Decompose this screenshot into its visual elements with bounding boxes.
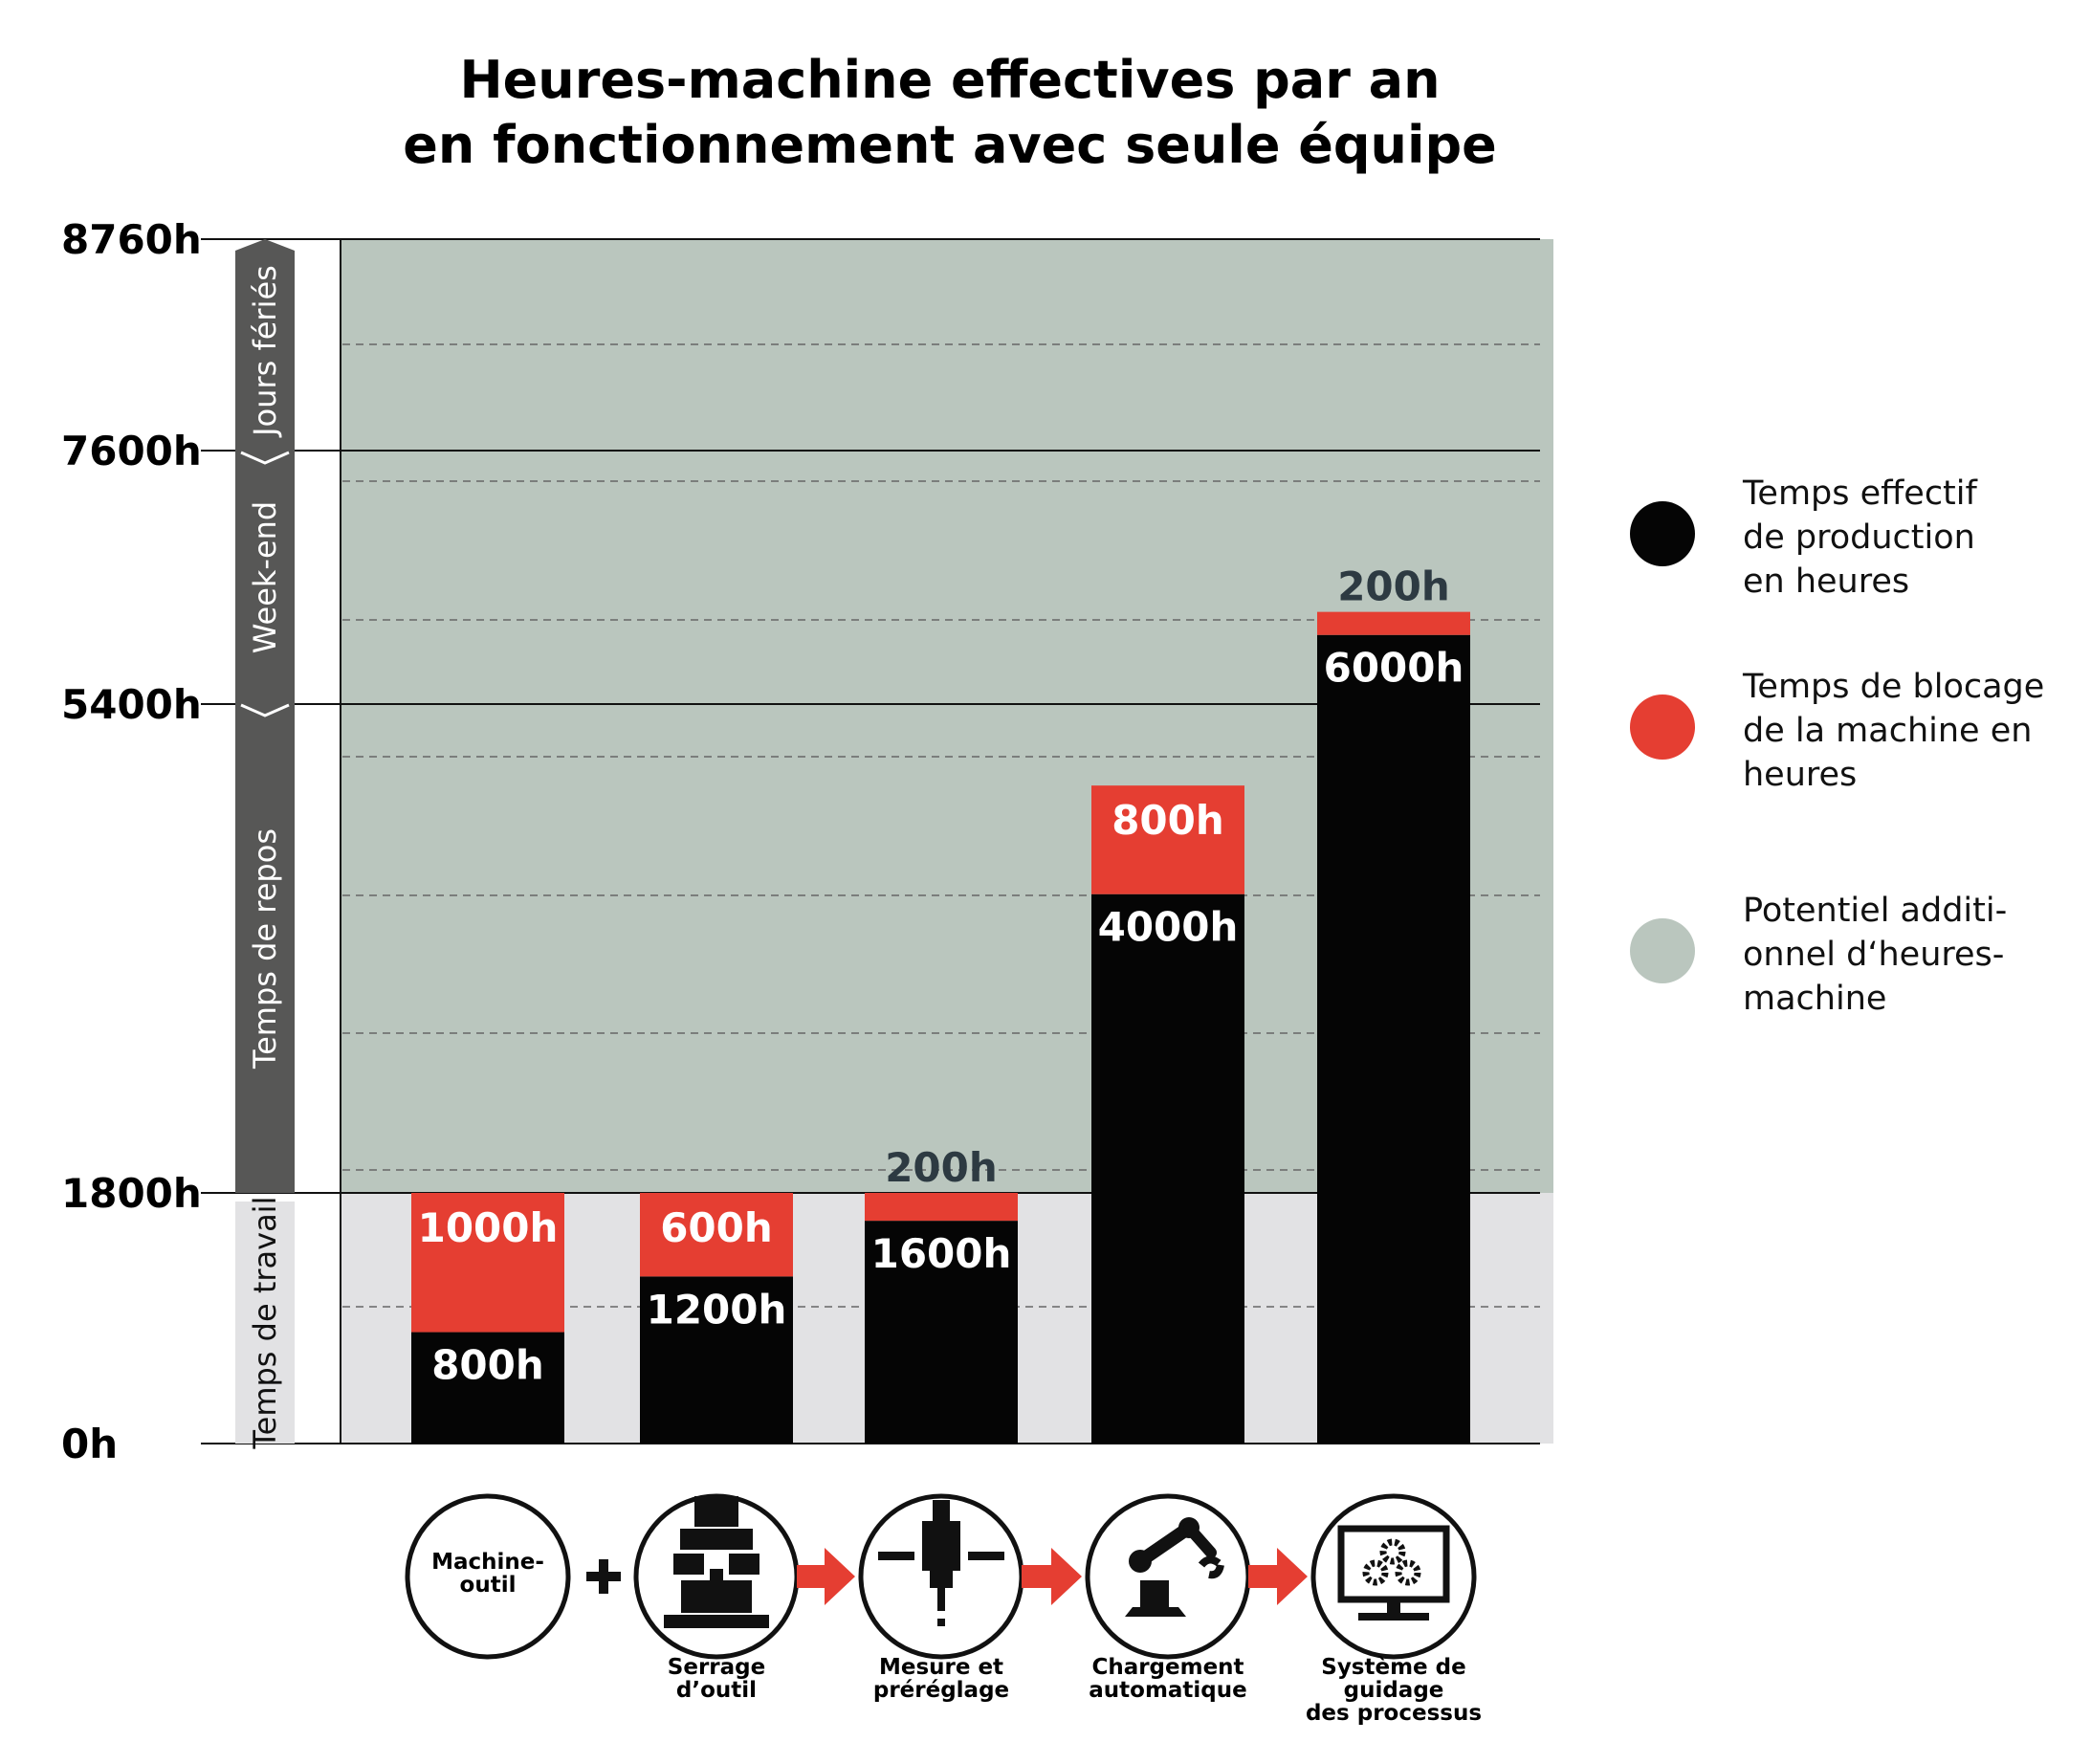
bar-blocking <box>865 1193 1018 1222</box>
step-label-robot-loading-line-2: automatique <box>1089 1678 1247 1703</box>
step-label-robot-loading-line-1: Chargement <box>1091 1655 1244 1680</box>
step-label-process-guidance-line-3: des processus <box>1306 1701 1482 1726</box>
bar-blocking <box>1091 785 1244 894</box>
legend-label: onnel d‘heures- <box>1743 936 2004 974</box>
bar-blocking <box>640 1193 793 1277</box>
step-label-tool-measuring-line-1: Mesure et <box>879 1655 1003 1680</box>
legend-marker <box>1630 695 1695 760</box>
legend-label: Temps de blocage <box>1742 668 2044 706</box>
monitor-gears-icon <box>1337 1525 1450 1621</box>
arrow-right-icon <box>1248 1548 1308 1605</box>
step-label-tool-measuring-line-2: préréglage <box>873 1678 1009 1703</box>
step-circle-robot-loading <box>1085 1493 1251 1660</box>
y-tick-label: 7600h <box>61 428 202 474</box>
step-label-machine-tool-line-2: outil <box>460 1573 517 1598</box>
robot-arm-icon <box>1125 1517 1224 1617</box>
y-tick-label: 1800h <box>61 1170 202 1217</box>
bar-production-label: 1200h <box>647 1286 787 1333</box>
y-tick-label: 0h <box>61 1421 118 1467</box>
legend-marker <box>1630 501 1695 566</box>
legend-label: machine <box>1743 980 1886 1018</box>
time-band-label: Temps de travail <box>247 1197 283 1450</box>
bar-blocking-label: 600h <box>660 1204 773 1251</box>
bar-production-label: 800h <box>431 1342 544 1389</box>
band-arrow-light <box>235 1202 295 1444</box>
bar-production-label: 4000h <box>1098 904 1239 951</box>
time-band-label: Temps de repos <box>247 828 283 1069</box>
legend-label: Temps effectif <box>1742 474 1978 513</box>
chart-title-line-2: en fonctionnement avec seule équipe <box>403 115 1497 175</box>
bar-production-label: 6000h <box>1324 645 1464 692</box>
time-band-label: Jours fériés <box>247 265 283 438</box>
step-label-process-guidance-line-2: guidage <box>1344 1678 1444 1703</box>
time-band-label: Week-end <box>247 501 283 654</box>
y-tick-label: 5400h <box>61 681 202 728</box>
bar-production-label: 1600h <box>871 1230 1012 1277</box>
arrow-right-icon <box>1022 1548 1082 1605</box>
tool-clamping-icon <box>664 1496 769 1628</box>
step-label-process-guidance-line-1: Système de <box>1321 1655 1465 1680</box>
legend-marker <box>1630 918 1695 983</box>
bar-production <box>1091 893 1244 1444</box>
step-circle-machine-tool <box>405 1493 571 1660</box>
legend-label: de production <box>1743 518 1975 557</box>
legend-label: de la machine en <box>1743 712 2032 750</box>
bar-production <box>640 1276 793 1444</box>
chart-title-line-1: Heures-machine effectives par an <box>459 50 1440 110</box>
plus-icon <box>586 1559 621 1594</box>
step-label-machine-tool-line-1: Machine- <box>431 1550 544 1575</box>
step-label-tool-clamping-line-2: d’outil <box>676 1678 757 1703</box>
bar-blocking <box>1317 611 1470 635</box>
bar-production <box>411 1332 564 1444</box>
legend-label: en heures <box>1743 562 1909 601</box>
band-separator-7600 <box>240 451 290 465</box>
bar-blocking-label: 200h <box>1337 563 1450 610</box>
arrow-right-icon <box>797 1548 855 1605</box>
bar-production <box>865 1221 1018 1444</box>
tool-measuring-icon <box>878 1500 1004 1626</box>
step-label-tool-clamping-line-1: Serrage <box>668 1655 765 1680</box>
bar-blocking-label: 800h <box>1112 797 1224 844</box>
bar-blocking-label: 200h <box>885 1144 998 1191</box>
legend-label: heures <box>1743 756 1857 794</box>
bar-blocking <box>411 1193 564 1333</box>
band-separator-5400 <box>240 703 290 717</box>
bar-blocking-label: 1000h <box>418 1204 559 1251</box>
bar-production <box>1317 634 1470 1444</box>
y-tick-label: 8760h <box>61 216 202 263</box>
legend-label: Potentiel additi- <box>1743 892 2007 930</box>
